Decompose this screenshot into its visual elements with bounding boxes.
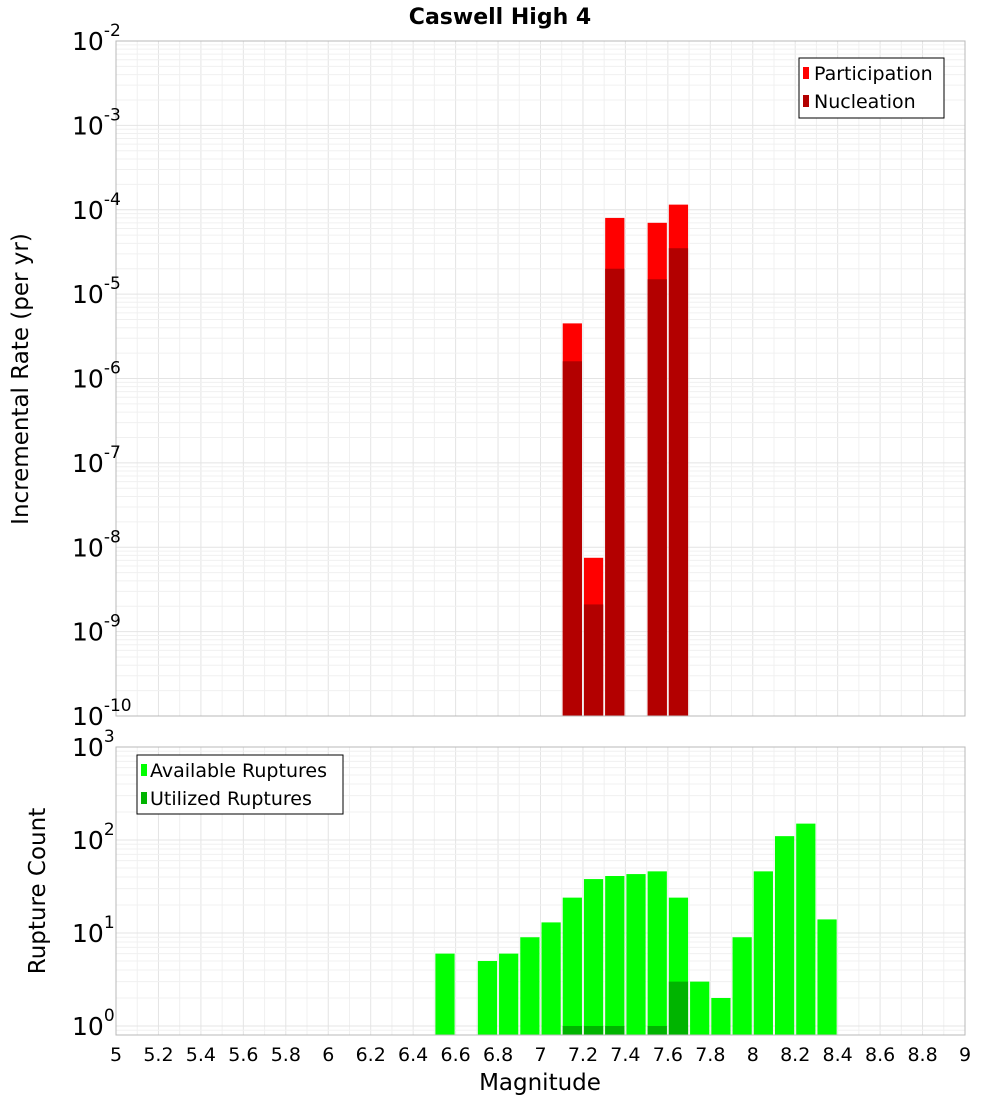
rate-y-tick-label: 10-6	[72, 359, 121, 394]
magnitude-tick-label: 8.6	[865, 1044, 895, 1066]
available-ruptures-bar	[753, 871, 773, 1035]
available-ruptures-legend-label: Available Ruptures	[150, 760, 327, 782]
rate-y-tick-label: 10-8	[72, 527, 121, 562]
rate-y-tick-label: 10-4	[72, 190, 121, 225]
rate-panel-bars	[562, 204, 689, 717]
magnitude-x-ticks: 5 5.2 5.4 5.6 5.8 6 6.2 6.4 6.6 6.8 7 7.2 7.4 7.6 7.8 8…	[110, 1044, 971, 1066]
rate-panel: 10-10 10-9 10-8 10-7 10-6 10-5 10-4 10-3 10-2 In…	[8, 21, 966, 731]
available-ruptures-bar	[477, 960, 498, 1035]
available-ruptures-bar	[520, 937, 540, 1035]
count-legend: Available Ruptures Utilized Ruptures	[136, 754, 344, 815]
rate-y-axis-label: Incremental Rate (per yr)	[8, 233, 34, 525]
participation-legend-swatch	[803, 67, 809, 79]
count-y-tick-label: 102	[72, 820, 115, 855]
available-ruptures-bar	[626, 874, 646, 1035]
magnitude-tick-label: 5.8	[271, 1044, 301, 1066]
magnitude-tick-label: 6.2	[356, 1044, 386, 1066]
magnitude-tick-label: 5.4	[186, 1044, 216, 1066]
available-ruptures-bar	[690, 981, 710, 1035]
count-panel-y-ticks: 100 101 102 103	[72, 727, 115, 1041]
utilized-ruptures-legend-swatch	[141, 792, 147, 804]
magnitude-tick-label: 6.4	[398, 1044, 428, 1066]
nucleation-bar	[647, 279, 667, 716]
magnitude-tick-label: 9	[959, 1044, 971, 1066]
nucleation-bar	[562, 361, 582, 716]
available-ruptures-bar	[732, 937, 752, 1035]
magnitude-tick-label: 7.2	[568, 1044, 598, 1066]
available-ruptures-bar	[435, 953, 455, 1035]
count-y-axis-label: Rupture Count	[25, 808, 51, 974]
available-ruptures-bar	[796, 823, 816, 1035]
count-panel: 100 101 102 103 5 5.2 5.4 5.6 5.8 6 6.2 6.4 6.6 6.8 7…	[25, 727, 971, 1096]
nucleation-bar	[605, 268, 625, 716]
magnitude-tick-label: 6.8	[483, 1044, 513, 1066]
count-y-tick-label: 101	[72, 913, 115, 948]
magnitude-tick-label: 5.2	[143, 1044, 173, 1066]
rate-panel-y-ticks: 10-10 10-9 10-8 10-7 10-6 10-5 10-4 10-3 10-2	[72, 21, 132, 731]
rate-panel-frame	[115, 40, 966, 717]
nucleation-legend-swatch	[803, 95, 809, 107]
rate-y-tick-label: 10-2	[72, 21, 121, 56]
magnitude-tick-label: 6.6	[440, 1044, 470, 1066]
count-legend-box	[136, 754, 344, 815]
utilized-ruptures-bar	[605, 1025, 625, 1035]
utilized-ruptures-bar	[583, 1025, 604, 1035]
magnitude-x-axis-label: Magnitude	[479, 1070, 601, 1096]
magnitude-tick-label: 5	[110, 1044, 122, 1066]
count-panel-bars	[435, 823, 837, 1035]
available-ruptures-bar	[562, 897, 582, 1035]
utilized-ruptures-bar	[668, 981, 689, 1035]
nucleation-legend-label: Nucleation	[814, 91, 916, 113]
nucleation-bar	[668, 248, 689, 717]
available-ruptures-bar	[711, 997, 731, 1035]
magnitude-tick-label: 7.4	[610, 1044, 640, 1066]
magnitude-tick-label: 8.8	[907, 1044, 937, 1066]
magnitude-tick-label: 8	[747, 1044, 759, 1066]
rate-y-tick-label: 10-3	[72, 105, 121, 140]
available-ruptures-bar	[605, 876, 625, 1035]
available-ruptures-legend-swatch	[141, 764, 147, 776]
rate-y-tick-label: 10-7	[72, 443, 121, 478]
rate-legend: Participation Nucleation	[798, 57, 945, 119]
available-ruptures-bar	[774, 836, 795, 1035]
available-ruptures-bar	[647, 871, 667, 1035]
nucleation-bar	[583, 604, 604, 716]
magnitude-tick-label: 8.2	[780, 1044, 810, 1066]
rate-y-tick-label: 10-5	[72, 274, 121, 309]
utilized-ruptures-legend-label: Utilized Ruptures	[150, 788, 312, 810]
chart-title: Caswell High 4	[409, 5, 591, 30]
magnitude-tick-label: 7.8	[695, 1044, 725, 1066]
magnitude-tick-label: 5.6	[228, 1044, 258, 1066]
count-y-tick-label: 103	[72, 727, 115, 762]
utilized-ruptures-bar	[647, 1025, 667, 1035]
magnitude-tick-label: 7.6	[653, 1044, 683, 1066]
available-ruptures-bar	[499, 953, 519, 1035]
rate-panel-grid	[115, 40, 966, 717]
available-ruptures-bar	[583, 879, 604, 1035]
magnitude-tick-label: 6	[322, 1044, 334, 1066]
count-panel-frame	[115, 746, 966, 1036]
rate-y-tick-label: 10-10	[72, 696, 132, 731]
magnitude-tick-label: 7	[534, 1044, 546, 1066]
rate-y-tick-label: 10-9	[72, 612, 121, 647]
available-ruptures-bar	[817, 919, 837, 1035]
rate-legend-box	[798, 57, 945, 119]
utilized-ruptures-bar	[562, 1025, 582, 1035]
participation-legend-label: Participation	[814, 63, 933, 85]
magnitude-tick-label: 8.4	[823, 1044, 853, 1066]
available-ruptures-bar	[541, 922, 561, 1035]
count-y-tick-label: 100	[72, 1006, 115, 1041]
